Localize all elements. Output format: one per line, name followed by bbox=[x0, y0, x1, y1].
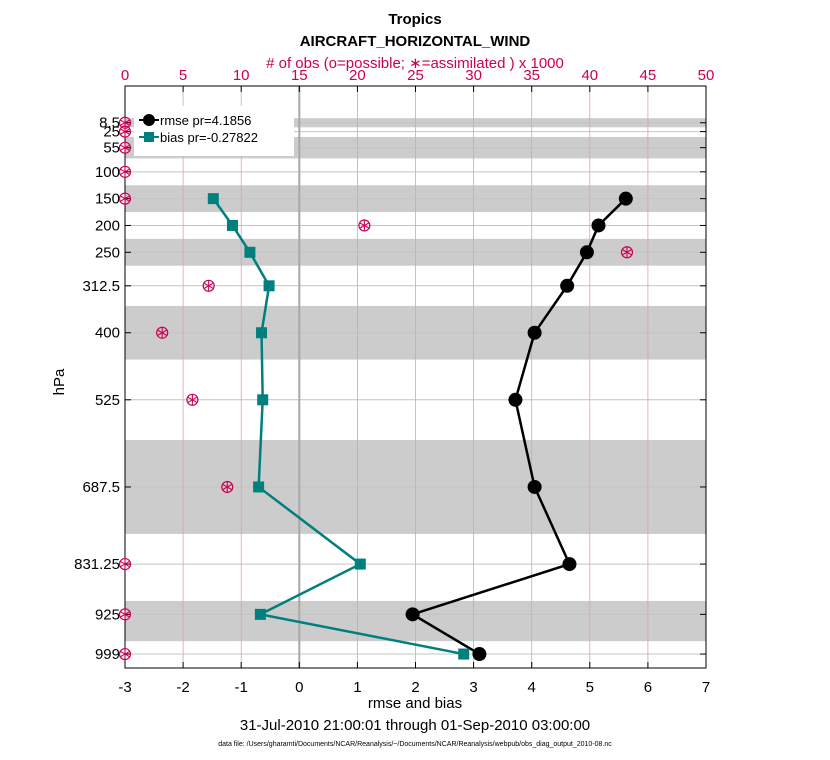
y-tick-label: 400 bbox=[95, 325, 120, 342]
legend: rmse pr=4.1856 bias pr=-0.27822 bbox=[134, 106, 294, 156]
rmse-point bbox=[591, 218, 606, 233]
top-x-tick-label: 5 bbox=[179, 67, 187, 84]
top-x-tick-label: 35 bbox=[523, 67, 540, 84]
x-tick-label: 3 bbox=[469, 679, 477, 696]
bias-point bbox=[253, 481, 265, 493]
x-tick-label: -3 bbox=[118, 679, 131, 696]
obs-assimilated-marker bbox=[119, 126, 131, 138]
bias-point bbox=[257, 394, 269, 406]
bias-point bbox=[226, 219, 238, 231]
footnote: data file: /Users/gharamti/Documents/NCA… bbox=[218, 741, 612, 748]
legend-bias-label: bias pr=-0.27822 bbox=[160, 130, 258, 145]
top-x-tick-label: 10 bbox=[233, 67, 250, 84]
y-tick-label: 8.5 bbox=[99, 115, 120, 132]
top-x-tick-label: 0 bbox=[121, 67, 129, 84]
obs-assimilated-marker bbox=[119, 558, 131, 570]
rmse-point bbox=[527, 325, 542, 340]
y-tick-label: 55 bbox=[103, 140, 120, 157]
x-tick-label: -1 bbox=[235, 679, 248, 696]
bias-point bbox=[354, 558, 366, 570]
rmse-point bbox=[472, 647, 487, 662]
bias-point bbox=[244, 246, 256, 258]
legend-rmse-label: rmse pr=4.1856 bbox=[160, 113, 251, 128]
x-tick-label: 7 bbox=[702, 679, 710, 696]
x-tick-label: 6 bbox=[644, 679, 652, 696]
legend-box bbox=[134, 106, 294, 156]
top-x-tick-label: 50 bbox=[698, 67, 715, 84]
top-x-tick-label: 25 bbox=[407, 67, 424, 84]
y-tick-label: 250 bbox=[95, 244, 120, 261]
obs-assimilated-marker bbox=[187, 394, 198, 406]
y-tick-label: 312.5 bbox=[82, 278, 120, 295]
obs-assimilated-marker bbox=[203, 280, 214, 292]
x-tick-label: -2 bbox=[176, 679, 189, 696]
obs-assimilated-marker bbox=[621, 246, 633, 258]
obs-assimilated-marker bbox=[119, 166, 131, 178]
top-x-tick-label: 30 bbox=[465, 67, 482, 84]
y-axis-label: hPa bbox=[51, 368, 68, 395]
y-tick-label: 925 bbox=[95, 606, 120, 623]
top-x-tick-label: 20 bbox=[349, 67, 366, 84]
legend-bias-marker bbox=[144, 132, 154, 142]
obs-assimilated-marker bbox=[222, 481, 233, 493]
x-tick-label: 5 bbox=[586, 679, 594, 696]
y-tick-label: 525 bbox=[95, 392, 120, 409]
chart-title: Tropics bbox=[388, 11, 441, 28]
rmse-point bbox=[579, 245, 594, 260]
bias-point bbox=[256, 327, 268, 339]
y-tick-label: 100 bbox=[95, 164, 120, 181]
x-tick-label: 0 bbox=[295, 679, 303, 696]
x-tick-label: 2 bbox=[411, 679, 419, 696]
top-axis-label: # of obs (o=possible; ∗=assimilated ) x … bbox=[266, 55, 564, 72]
date-range: 31-Jul-2010 21:00:01 through 01-Sep-2010… bbox=[240, 717, 590, 734]
chart-subtitle: AIRCRAFT_HORIZONTAL_WIND bbox=[300, 33, 531, 50]
y-tick-label: 25 bbox=[103, 124, 120, 141]
obs-assimilated-marker bbox=[359, 219, 370, 231]
series-line-bias bbox=[212, 197, 464, 656]
grid bbox=[124, 86, 707, 668]
y-tick-label: 200 bbox=[95, 217, 120, 234]
x-axis-label: rmse and bias bbox=[368, 695, 462, 712]
top-x-tick-label: 40 bbox=[581, 67, 598, 84]
obs-assimilated-marker bbox=[119, 608, 131, 620]
obs-assimilated-marker bbox=[119, 648, 131, 660]
series-line-rmse bbox=[409, 197, 627, 656]
legend-rmse-marker bbox=[143, 114, 155, 126]
x-tick-label: 1 bbox=[353, 679, 361, 696]
obs-assimilated-marker bbox=[119, 142, 131, 154]
y-tick-label: 999 bbox=[95, 646, 120, 663]
y-tick-label: 687.5 bbox=[82, 479, 120, 496]
obs-assimilated-marker bbox=[157, 327, 168, 339]
bias-point bbox=[254, 608, 266, 620]
rmse-point bbox=[562, 557, 577, 572]
rmse-point bbox=[560, 278, 575, 293]
axis-ticks: -3 -2 -1 0 1 2 3 4 5 6 70 5 10 15 20 25 30 35 40 45 508.5255… bbox=[74, 67, 714, 696]
bias-point bbox=[207, 193, 219, 205]
bias-point bbox=[263, 280, 275, 292]
obs-counts bbox=[118, 116, 634, 661]
obs-assimilated-marker bbox=[119, 193, 131, 205]
rmse-point bbox=[508, 392, 523, 407]
y-tick-label: 831.25 bbox=[74, 556, 120, 573]
top-x-tick-label: 15 bbox=[291, 67, 308, 84]
series bbox=[207, 191, 633, 662]
rmse-point bbox=[527, 479, 542, 494]
rmse-point bbox=[405, 607, 420, 622]
x-tick-label: 4 bbox=[528, 679, 536, 696]
bias-point bbox=[458, 648, 470, 660]
top-x-tick-label: 45 bbox=[640, 67, 657, 84]
y-tick-label: 150 bbox=[95, 191, 120, 208]
rmse-point bbox=[618, 191, 633, 206]
